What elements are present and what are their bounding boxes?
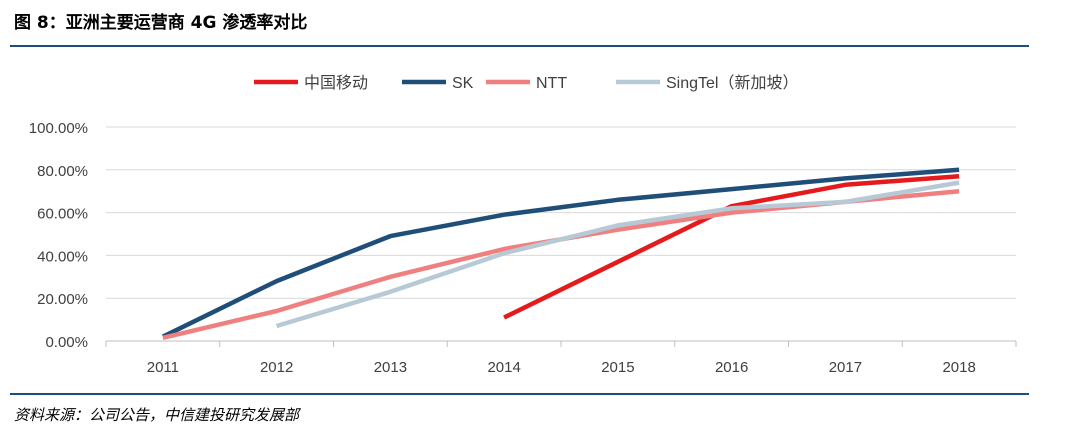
y-tick-label: 20.00% bbox=[37, 291, 88, 308]
line-chart: 0.00% 20.00% 40.00% 60.00% 80.00% 100.00% 2011… bbox=[29, 74, 1017, 376]
x-tick-label: 2017 bbox=[829, 359, 862, 376]
footer-divider bbox=[10, 393, 1029, 395]
x-tick-label: 2018 bbox=[942, 359, 975, 376]
axes: 0.00% 20.00% 40.00% 60.00% 80.00% 100.00% 2011… bbox=[29, 120, 1017, 376]
x-tick-label: 2011 bbox=[147, 359, 179, 376]
series-line bbox=[275, 180, 960, 329]
x-tick-label: 2012 bbox=[260, 359, 293, 376]
legend-label: NTT bbox=[536, 75, 567, 92]
gridlines bbox=[106, 126, 1016, 299]
y-tick-label: 40.00% bbox=[37, 248, 88, 265]
legend: 中国移动 SK NTT SingTel（新加坡） bbox=[254, 74, 798, 92]
y-tick-label: 80.00% bbox=[37, 163, 88, 180]
x-tick-label: 2016 bbox=[715, 359, 748, 376]
series-line bbox=[162, 188, 960, 340]
y-tick-label: 0.00% bbox=[45, 334, 88, 351]
legend-label: 中国移动 bbox=[304, 74, 368, 92]
source-note: 资料来源：公司公告，中信建投研究发展部 bbox=[14, 406, 300, 424]
x-tick-label: 2014 bbox=[487, 359, 520, 376]
title-divider bbox=[10, 45, 1029, 47]
legend-label: SK bbox=[452, 75, 474, 92]
figure-title: 图 8：亚洲主要运营商 4G 渗透率对比 bbox=[14, 13, 308, 33]
y-tick-label: 100.00% bbox=[29, 120, 88, 137]
legend-label: SingTel（新加坡） bbox=[666, 74, 798, 92]
series-line bbox=[161, 167, 960, 339]
y-tick-label: 60.00% bbox=[37, 206, 88, 223]
x-tick-label: 2013 bbox=[374, 359, 407, 376]
x-tick-label: 2015 bbox=[601, 359, 634, 376]
series-lines bbox=[161, 167, 960, 340]
